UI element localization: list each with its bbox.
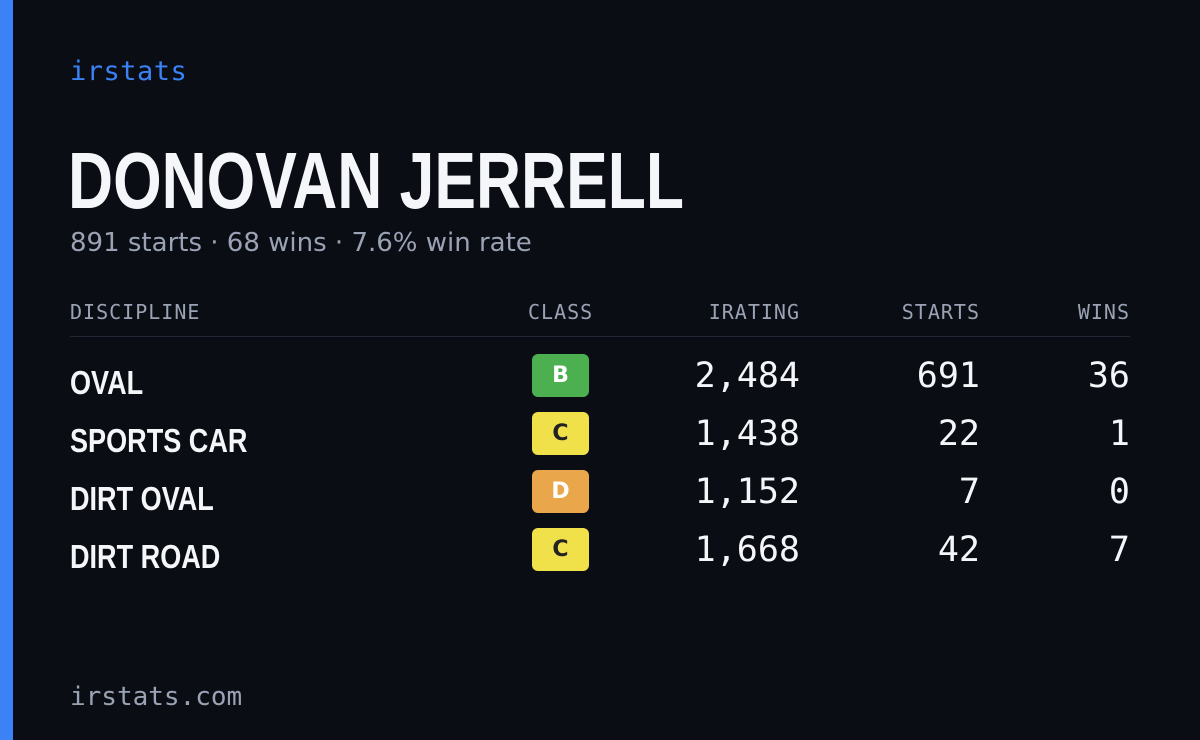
table-row: SPORTS CAR C 1,438 22 1 (70, 408, 1130, 466)
footer-url[interactable]: irstats.com (70, 682, 243, 712)
header-starts: STARTS (901, 300, 980, 324)
discipline-name: OVAL (70, 364, 144, 401)
driver-summary: 891 starts · 68 wins · 7.6% win rate (70, 228, 532, 258)
starts-value: 42 (937, 530, 980, 570)
discipline-name: DIRT ROAD (70, 538, 221, 575)
class-badge: C (532, 528, 589, 571)
header-irating: IRATING (708, 300, 800, 324)
header-wins: WINS (1077, 300, 1130, 324)
irating-value: 1,438 (694, 414, 800, 454)
class-badge: D (532, 470, 589, 513)
starts-value: 691 (916, 356, 980, 396)
table-row: DIRT ROAD C 1,668 42 7 (70, 524, 1130, 582)
driver-name: DONOVAN JERRELL (68, 136, 684, 225)
discipline-name: SPORTS CAR (70, 422, 248, 459)
class-badge: B (532, 354, 589, 397)
header-discipline: DISCIPLINE (70, 300, 201, 324)
starts-value: 22 (937, 414, 980, 454)
table-row: DIRT OVAL D 1,152 7 0 (70, 466, 1130, 524)
wins-value: 36 (1087, 356, 1130, 396)
discipline-table: OVAL B 2,484 691 36 SPORTS CAR C 1,438 2… (70, 350, 1130, 582)
wins-value: 1 (1108, 414, 1130, 454)
brand-logo[interactable]: irstats (70, 56, 188, 87)
table-header: DISCIPLINE CLASS IRATING STARTS WINS (70, 300, 1130, 337)
class-badge: C (532, 412, 589, 455)
wins-value: 0 (1108, 472, 1130, 512)
header-class: CLASS (528, 300, 594, 324)
wins-value: 7 (1108, 530, 1130, 570)
table-row: OVAL B 2,484 691 36 (70, 350, 1130, 408)
irating-value: 1,668 (694, 530, 800, 570)
starts-value: 7 (958, 472, 980, 512)
irating-value: 2,484 (694, 356, 800, 396)
accent-bar (0, 0, 13, 740)
irating-value: 1,152 (694, 472, 800, 512)
discipline-name: DIRT OVAL (70, 480, 214, 517)
